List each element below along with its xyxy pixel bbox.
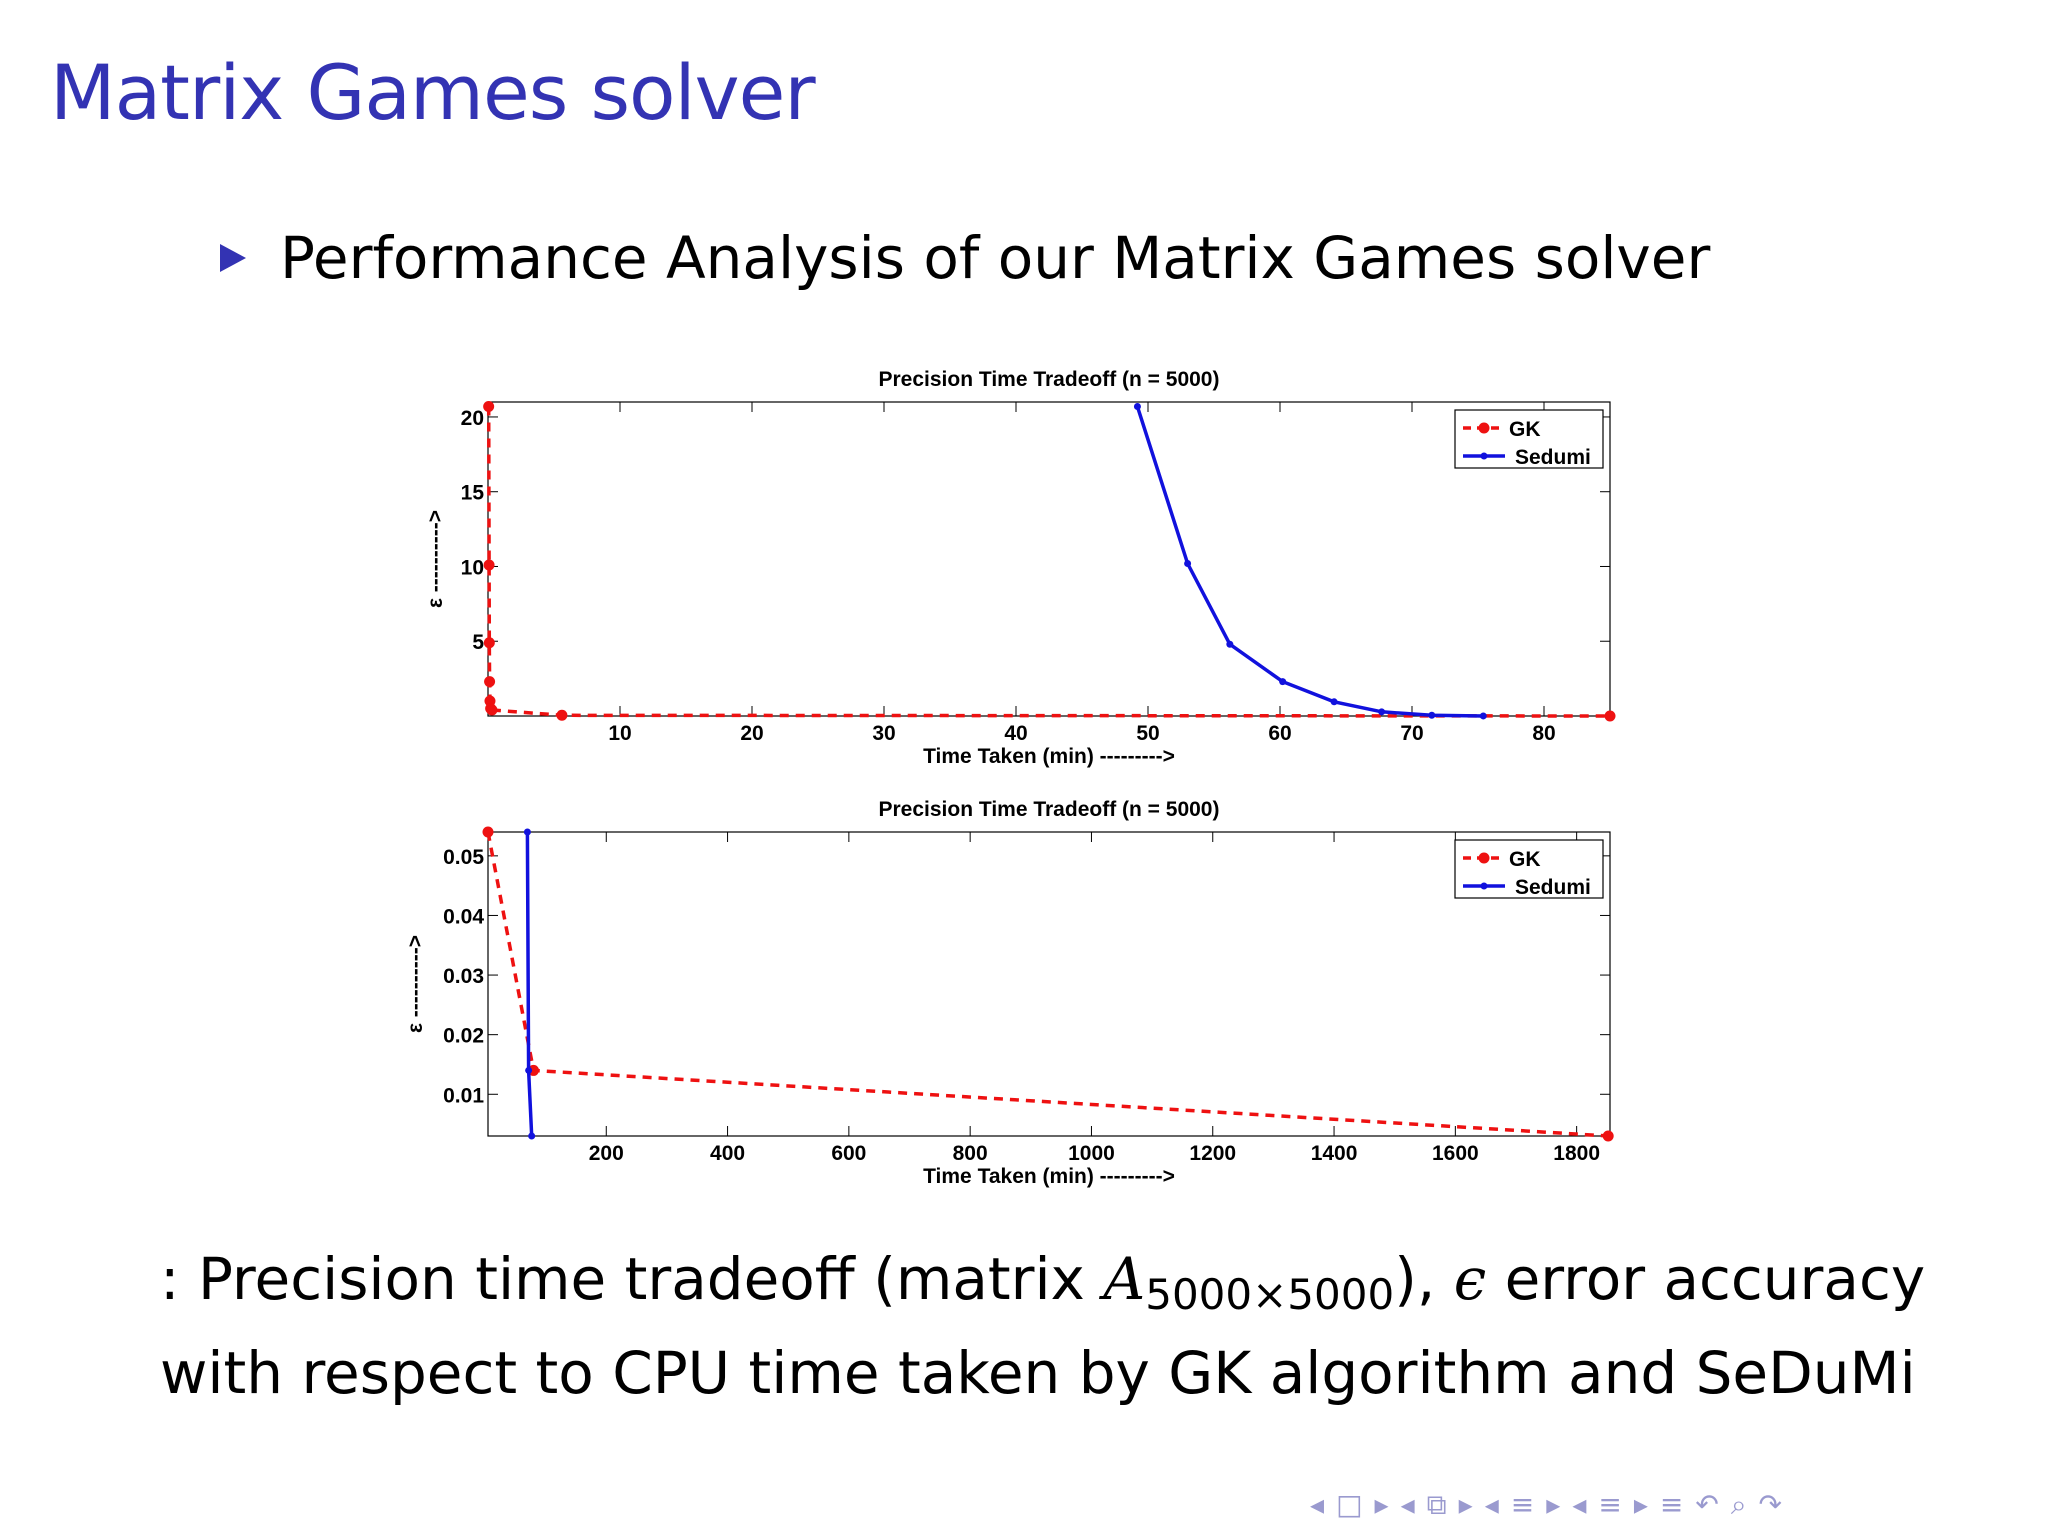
y-tick-label: 0.04 xyxy=(443,905,484,928)
beamer-navigation-bar: ◂ □ ▸ ◂ ⧉ ▸ ◂ ≡ ▸ ◂ ≡ ▸ ≡ ↶ ⌕ ↷ xyxy=(1310,1488,1782,1522)
nav-right-icon[interactable]: ▸ xyxy=(1546,1488,1561,1521)
frame-icon[interactable]: □ xyxy=(1336,1488,1363,1521)
y-tick-label: 15 xyxy=(461,482,485,505)
subsection-icon[interactable]: ⧉ xyxy=(1426,1488,1447,1521)
nav-right-icon[interactable]: ▸ xyxy=(1374,1488,1389,1521)
series-line-gk xyxy=(486,406,1611,718)
data-point-sedumi xyxy=(525,1066,533,1074)
y-tick-label: 20 xyxy=(461,407,484,430)
data-point-gk xyxy=(484,676,496,688)
x-tick-label: 1000 xyxy=(1068,1142,1115,1165)
x-tick-label: 800 xyxy=(953,1142,988,1165)
plot-frame xyxy=(487,401,1611,717)
caption-prefix: : Precision time tradeoff (matrix xyxy=(160,1245,1104,1313)
y-tick-label: 0.03 xyxy=(443,965,484,988)
search-icon[interactable]: ⌕ xyxy=(1730,1488,1747,1521)
data-point-sedumi xyxy=(1330,698,1338,706)
x-tick-label: 1400 xyxy=(1311,1142,1358,1165)
bullet-item: Performance Analysis of our Matrix Games… xyxy=(220,224,1710,292)
y-tick-label: 0.01 xyxy=(443,1084,484,1107)
x-tick-label: 30 xyxy=(872,722,895,745)
x-tick-label: 1600 xyxy=(1432,1142,1479,1165)
x-tick-label: 200 xyxy=(589,1142,624,1165)
legend-label-gk: GK xyxy=(1509,418,1541,441)
data-point-gk xyxy=(1602,1130,1614,1142)
chart-title: Precision Time Tradeoff (n = 5000) xyxy=(879,368,1220,391)
legend-label-sedumi: Sedumi xyxy=(1515,876,1591,899)
data-point-sedumi xyxy=(1226,640,1234,648)
data-point-sedumi xyxy=(1479,712,1487,720)
x-tick-label: 40 xyxy=(1004,722,1027,745)
nav-left-icon[interactable]: ◂ xyxy=(1400,1488,1415,1521)
data-point-sedumi xyxy=(1133,402,1141,410)
x-tick-label: 20 xyxy=(740,722,763,745)
x-tick-label: 60 xyxy=(1268,722,1291,745)
series-line-sedumi xyxy=(525,831,534,1137)
redo-icon[interactable]: ↷ xyxy=(1758,1488,1782,1521)
caption-middle: ), xyxy=(1394,1245,1454,1313)
legend-marker-gk xyxy=(1478,422,1490,434)
x-tick-label: 80 xyxy=(1532,722,1555,745)
legend-marker-gk xyxy=(1478,852,1490,864)
figure-caption: : Precision time tradeoff (matrix A5000×… xyxy=(160,1240,1980,1412)
chart-title: Precision Time Tradeoff (n = 5000) xyxy=(879,798,1220,821)
plot-frame xyxy=(487,831,1611,1137)
data-point-gk xyxy=(556,709,568,721)
data-point-sedumi xyxy=(523,828,531,836)
undo-icon[interactable]: ↶ xyxy=(1695,1488,1719,1521)
series-line-gk xyxy=(486,831,1609,1138)
data-point-sedumi xyxy=(528,1132,536,1140)
caption-matrix: A xyxy=(1103,1245,1146,1313)
data-point-gk xyxy=(483,400,495,412)
legend-marker-sedumi xyxy=(1480,882,1488,890)
x-tick-label: 1200 xyxy=(1189,1142,1236,1165)
data-point-gk xyxy=(486,704,498,716)
y-axis-label: ε ----------> xyxy=(404,935,427,1033)
align-icon[interactable]: ≡ xyxy=(1659,1488,1684,1521)
data-point-gk xyxy=(483,637,495,649)
chart-figure: Precision Time Tradeoff (n = 5000) 10 20 30… xyxy=(404,368,1616,1188)
x-tick-label: 1800 xyxy=(1553,1142,1600,1165)
bullet-text: Performance Analysis of our Matrix Games… xyxy=(280,224,1711,292)
x-tick-label: 10 xyxy=(608,722,631,745)
section-icon[interactable]: ≡ xyxy=(1510,1488,1535,1521)
nav-left-icon[interactable]: ◂ xyxy=(1484,1488,1499,1521)
data-point-sedumi xyxy=(1279,678,1287,686)
data-point-gk xyxy=(482,826,494,838)
nav-left-icon[interactable]: ◂ xyxy=(1310,1488,1325,1521)
y-axis-label: ε ----------> xyxy=(424,510,447,608)
x-tick-label: 70 xyxy=(1400,722,1423,745)
x-tick-label: 400 xyxy=(710,1142,745,1165)
series-line-sedumi xyxy=(1135,405,1484,718)
data-point-gk xyxy=(483,559,495,571)
legend-box xyxy=(1454,409,1604,469)
legend-label-gk: GK xyxy=(1509,848,1541,871)
caption-subscript: 5000×5000 xyxy=(1145,1270,1395,1319)
data-point-sedumi xyxy=(1184,559,1192,567)
y-tick-label: 5 xyxy=(472,631,484,654)
legend-box xyxy=(1454,839,1604,899)
slide-title: Matrix Games solver xyxy=(50,48,816,137)
bullet-triangle-icon xyxy=(220,244,246,272)
x-tick-label: 600 xyxy=(831,1142,866,1165)
caption-rest: error accuracy with respect to CPU time … xyxy=(160,1245,1926,1407)
data-point-gk xyxy=(1604,710,1616,722)
nav-right-icon[interactable]: ▸ xyxy=(1458,1488,1473,1521)
data-point-sedumi xyxy=(1428,711,1436,719)
legend-label-sedumi: Sedumi xyxy=(1515,446,1591,469)
x-tick-label: 50 xyxy=(1136,722,1159,745)
caption-epsilon: ϵ xyxy=(1453,1245,1487,1313)
y-tick-label: 0.02 xyxy=(443,1025,484,1048)
legend-marker-sedumi xyxy=(1480,452,1488,460)
nav-right-icon[interactable]: ▸ xyxy=(1633,1488,1648,1521)
nav-left-icon[interactable]: ◂ xyxy=(1572,1488,1587,1521)
toc-icon[interactable]: ≡ xyxy=(1598,1488,1622,1521)
data-point-sedumi xyxy=(1378,708,1386,716)
x-axis-label: Time Taken (min) ---------> xyxy=(923,1165,1175,1188)
y-tick-label: 10 xyxy=(461,556,484,579)
x-axis-label: Time Taken (min) ---------> xyxy=(923,745,1175,768)
y-tick-label: 0.05 xyxy=(443,846,484,869)
